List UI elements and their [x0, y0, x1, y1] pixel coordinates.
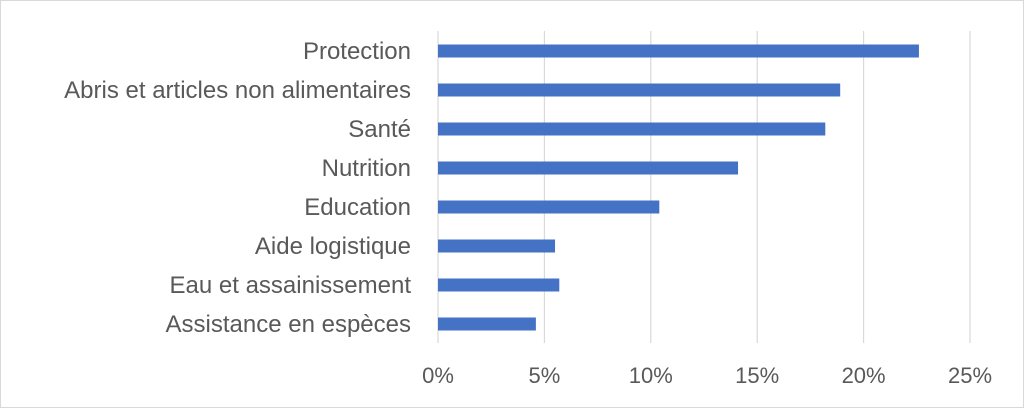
bar-3 — [438, 161, 739, 175]
bar-7 — [438, 317, 536, 331]
bar-0 — [438, 44, 919, 58]
category-label-0: Protection — [303, 38, 411, 65]
category-label-6: Eau et assainissement — [170, 272, 412, 299]
category-label-3: Nutrition — [322, 155, 411, 182]
category-label-4: Education — [304, 194, 411, 221]
category-label-7: Assistance en espèces — [166, 311, 411, 338]
bar-4 — [438, 200, 660, 214]
x-tick-label-1: 5% — [529, 363, 561, 388]
x-axis-tick-labels: 0% 5% 10% 15% 20% 25% — [422, 363, 992, 388]
x-tick-label-2: 10% — [629, 363, 673, 388]
category-label-2: Santé — [348, 116, 411, 143]
x-tick-label-4: 20% — [842, 363, 886, 388]
bar-2 — [438, 122, 826, 136]
bar-1 — [438, 83, 841, 97]
x-tick-label-5: 25% — [948, 363, 992, 388]
bars — [438, 44, 919, 331]
gridlines — [437, 31, 971, 343]
category-labels: Protection Abris et articles non alimenta… — [64, 38, 411, 338]
x-tick-label-3: 15% — [735, 363, 779, 388]
x-tick-label-0: 0% — [422, 363, 454, 388]
bar-6 — [438, 278, 560, 292]
category-label-1: Abris et articles non alimentaires — [64, 77, 411, 104]
category-label-5: Aide logistique — [255, 233, 411, 260]
bar-5 — [438, 239, 556, 253]
